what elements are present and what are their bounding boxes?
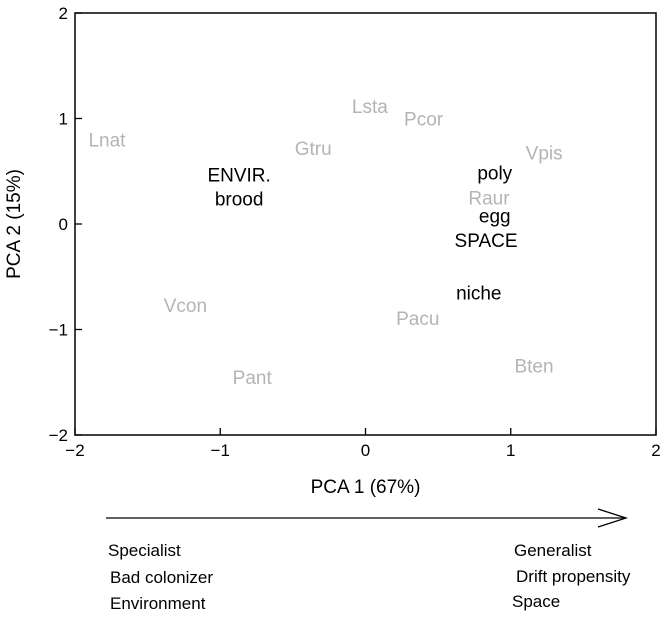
point-label-bten: Bten xyxy=(514,356,553,377)
y-tick-label: 2 xyxy=(59,4,68,23)
annotation-drift-propensity: Drift propensity xyxy=(516,567,631,586)
point-label-egg: egg xyxy=(479,207,511,228)
point-label-space: SPACE xyxy=(455,231,518,252)
point-label-niche: niche xyxy=(456,284,501,305)
point-label-pcor: Pcor xyxy=(404,110,444,131)
x-axis-title: PCA 1 (67%) xyxy=(311,477,421,498)
x-tick-label: 2 xyxy=(651,441,660,460)
x-tick-label: 0 xyxy=(361,441,370,460)
point-label-poly: poly xyxy=(477,163,512,184)
direction-arrow xyxy=(106,508,629,528)
annotation-bad-colonizer: Bad colonizer xyxy=(110,568,214,587)
x-tick-label: −1 xyxy=(211,441,230,460)
point-label-lsta: Lsta xyxy=(352,97,388,118)
annotation-specialist: Specialist xyxy=(108,541,181,560)
point-label-pacu: Pacu xyxy=(396,309,439,330)
y-tick-label: 0 xyxy=(59,215,68,234)
plot-frame xyxy=(74,12,657,436)
point-label-gtru: Gtru xyxy=(295,139,332,160)
point-label-raur: Raur xyxy=(468,189,510,210)
point-label-pant: Pant xyxy=(233,368,273,389)
y-axis-title: PCA 2 (15%) xyxy=(4,169,25,279)
axis-ticks: −2 −1 0 1 2 −2 −1 0 1 2 xyxy=(49,4,661,460)
point-label-vcon: Vcon xyxy=(164,296,207,317)
y-tick-label: 1 xyxy=(59,110,68,129)
x-tick-label: −2 xyxy=(65,441,84,460)
point-label-lnat: Lnat xyxy=(88,131,126,152)
y-tick-label: −1 xyxy=(49,321,68,340)
x-tick-label: 1 xyxy=(506,441,515,460)
point-label-vpis: Vpis xyxy=(526,143,563,164)
annotation-environment: Environment xyxy=(110,594,206,613)
y-tick-label: −2 xyxy=(49,426,68,445)
annotation-generalist: Generalist xyxy=(514,541,592,560)
point-label-envir: ENVIR. xyxy=(207,165,270,186)
point-labels: Lnat Lsta Pcor Gtru Vpis Raur Vcon Pacu Pant Bten… xyxy=(88,97,562,389)
point-label-brood: brood xyxy=(215,190,264,211)
annotation-space: Space xyxy=(512,592,561,611)
